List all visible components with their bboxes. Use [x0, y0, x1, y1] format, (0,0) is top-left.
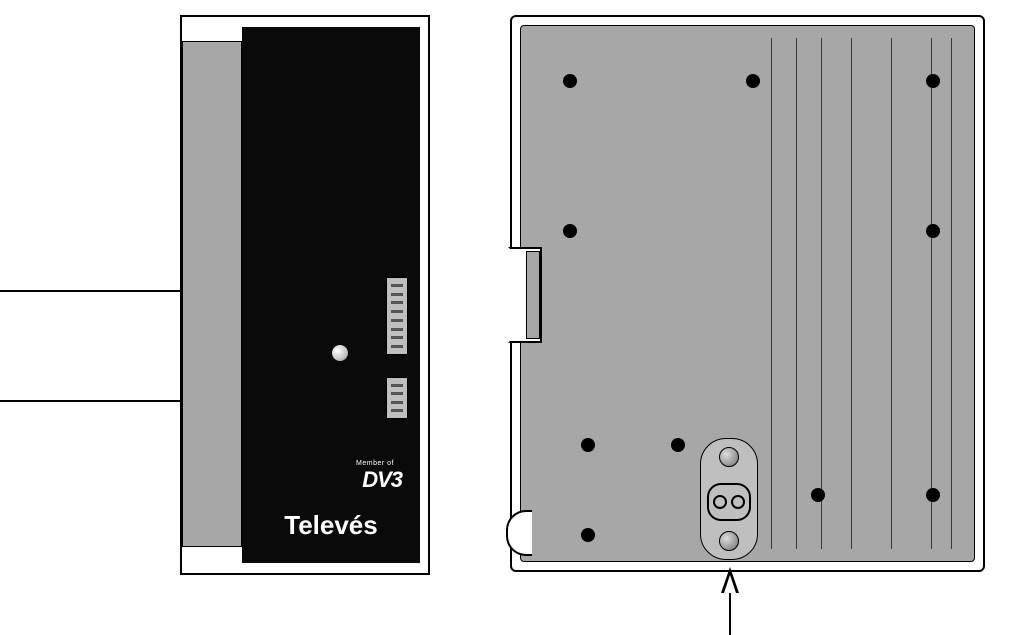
chassis-screw: [671, 438, 685, 452]
power-inlet-screw-top: [719, 447, 739, 467]
chassis-screw: [926, 488, 940, 502]
front-flange-inner: [526, 251, 540, 339]
chassis-screw: [811, 488, 825, 502]
callout-arrow-power-head: [721, 567, 739, 593]
chassis-screw: [926, 224, 940, 238]
pin-header-4: [386, 377, 408, 419]
heatsink-fin: [771, 38, 772, 549]
power-inlet-screw-bottom: [719, 531, 739, 551]
chassis-screw: [563, 74, 577, 88]
heatsink-fin: [891, 38, 892, 549]
heatsink-fin: [796, 38, 797, 549]
chassis-screw: [581, 528, 595, 542]
diagram-stage: Member of DV3 Televés: [0, 0, 1024, 635]
side-view: [510, 15, 985, 572]
brand-logo-text: Televés: [242, 510, 420, 541]
front-flange-cutout: [508, 247, 542, 343]
member-of-label: Member of: [356, 460, 394, 467]
mounting-foot: [506, 510, 532, 556]
dvb-logo-text: DV3: [362, 467, 402, 493]
front-black-panel: Member of DV3 Televés: [242, 27, 420, 563]
heatsink-fin: [931, 38, 932, 549]
heatsink-fin: [951, 38, 952, 549]
front-side-slab: [182, 41, 242, 547]
power-inlet-plate: [700, 438, 758, 560]
heatsink-fin: [821, 38, 822, 549]
pin-header-8: [386, 277, 408, 355]
chassis-screw: [563, 224, 577, 238]
power-inlet-fig8-socket: [707, 483, 751, 521]
chassis-screw: [926, 74, 940, 88]
heatsink-fin: [851, 38, 852, 549]
front-view: Member of DV3 Televés: [180, 15, 430, 575]
status-led: [332, 345, 348, 361]
chassis-screw: [581, 438, 595, 452]
chassis-screw: [746, 74, 760, 88]
callout-arrow-power-line: [729, 590, 731, 635]
